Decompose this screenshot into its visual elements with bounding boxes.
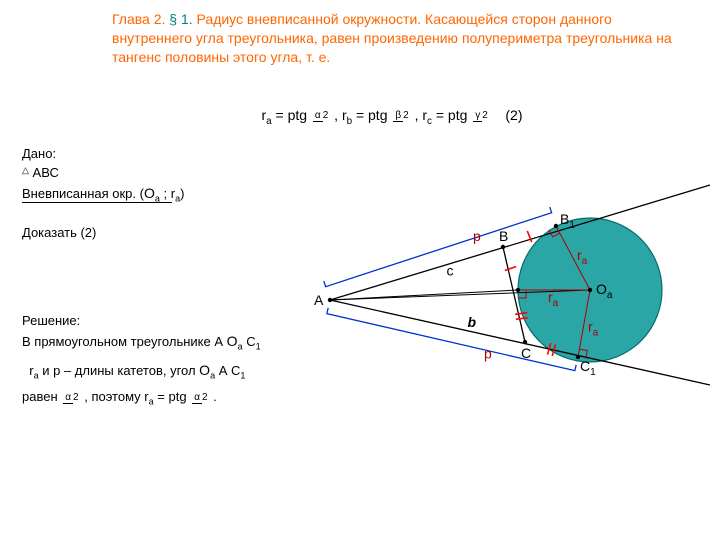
svg-text:b: b [468, 314, 477, 330]
main-formula: ra = ptg α2 , rb = ptg β2 , rc = ptg γ2 … [112, 107, 672, 127]
given-title: Дано: [22, 145, 322, 164]
given-triangle: △ АВС [22, 164, 322, 183]
chapter-label: Глава 2. [112, 11, 165, 27]
svg-text:С: С [521, 345, 531, 361]
svg-text:с: с [447, 263, 454, 279]
geometry-diagram: АВСВ1С1Оаppсbrarara [300, 150, 720, 450]
rc-symbol: rc [422, 107, 432, 123]
rb-symbol: rb [342, 107, 352, 123]
chapter-title: Глава 2. § 1. Радиус вневписанной окружн… [112, 10, 672, 67]
frac-beta: β2 [393, 111, 408, 122]
frac-alpha: α2 [313, 111, 328, 122]
prove-block: Доказать (2) [22, 224, 322, 243]
ra-symbol: ra [261, 107, 271, 123]
eq-number: (2) [505, 107, 522, 123]
divider-line [22, 202, 172, 203]
section-label: § 1. [169, 11, 192, 27]
svg-text:А: А [314, 292, 324, 308]
svg-text:p: p [473, 228, 481, 244]
given-block: Дано: △ АВС Вневписанная окр. (Оа ; ra) [22, 145, 322, 205]
title-rest: Радиус вневписанной окружности. Касающей… [112, 11, 672, 65]
svg-text:В: В [499, 228, 508, 244]
svg-text:p: p [484, 346, 492, 362]
frac-gamma: γ2 [473, 111, 488, 122]
